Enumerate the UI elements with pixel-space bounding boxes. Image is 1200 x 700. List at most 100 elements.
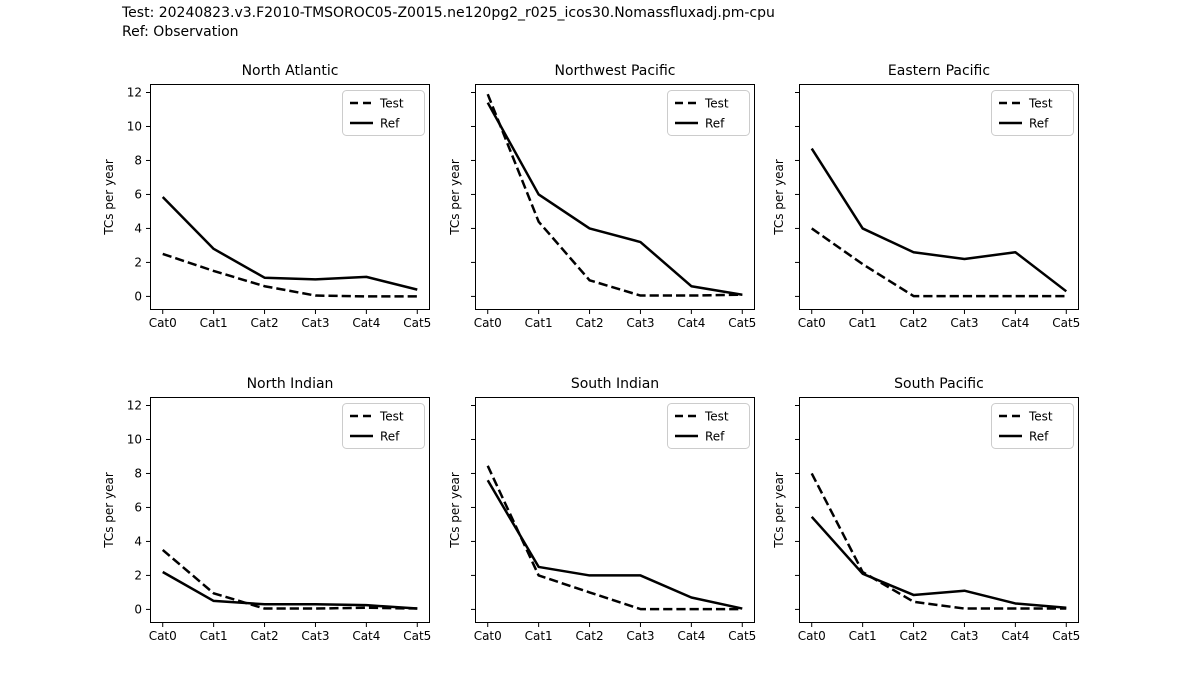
series-test-line [162,252,418,298]
y-tick-label: 8 [134,466,142,480]
plot-northwest-pacific: Cat0 Cat1 Cat2 Cat3 Cat4 Cat5 Northwest Pacifi… [448,63,756,330]
x-tick-label: Cat0 [474,316,502,330]
subplot-title: North Atlantic [242,63,339,79]
legend-label-test: Test [704,410,729,424]
x-tick-label: Cat2 [251,316,279,330]
x-tick-label: Cat5 [403,316,431,330]
x-tick-label: Cat1 [525,629,553,643]
y-axis-label: TCs per year [772,159,786,236]
x-tick-label: Cat0 [798,629,826,643]
y-axis-label: TCs per year [448,472,462,549]
figure-title-test-line: Test: 20240823.v3.F2010-TMSOROC05-Z0015.… [122,5,775,21]
legend: Test Ref [667,90,750,136]
legend: Test Ref [991,403,1074,449]
legend: Test Ref [342,90,425,136]
legend: Test Ref [991,90,1074,136]
legend: Test Ref [667,403,750,449]
series-test-line [810,472,1067,610]
subplot-title: Northwest Pacific [555,63,676,79]
x-tick-label: Cat5 [1052,629,1080,643]
x-tick-label: Cat2 [576,629,604,643]
figure-title: Test: 20240823.v3.F2010-TMSOROC05-Z0015.… [122,4,775,41]
x-tick-label: Cat0 [149,629,177,643]
series-ref-line [810,515,1067,609]
plot-south-indian: Cat0 Cat1 Cat2 Cat3 Cat4 Cat5 South Indian TCs … [448,376,756,643]
y-axis-label: TCs per year [102,472,116,549]
y-tick-label: 6 [134,187,142,201]
x-tick-label: Cat1 [849,629,877,643]
x-tick-label: Cat1 [200,316,228,330]
series-ref-line [486,102,743,296]
axis-box [799,84,1079,310]
legend-label-test: Test [379,97,404,111]
legend-label-ref: Ref [705,430,725,444]
y-axis-label: TCs per year [102,159,116,236]
x-tick-label: Cat1 [525,316,553,330]
plot-south-pacific: Cat0 Cat1 Cat2 Cat3 Cat4 Cat5 South Pacific TCs… [772,376,1080,643]
series-ref-line [486,479,743,610]
x-tick-label: Cat3 [626,629,654,643]
subplot-title: South Pacific [894,376,984,392]
x-tick-label: Cat4 [1001,316,1029,330]
x-tick-label: Cat4 [1001,629,1029,643]
series-ref-line [161,196,418,291]
subplot-north-indian: 0 2 4 6 8 10 12 Cat0 Cat1 Cat2 Cat3 Cat4 Cat5 North I… [102,376,431,643]
y-tick-label: 4 [134,534,142,548]
subplot-northwest-pacific: Cat0 Cat1 Cat2 Cat3 Cat4 Cat5 Northwest Pacifi… [448,63,756,330]
y-tick-label: 10 [127,119,142,133]
series-ref-line [162,570,418,610]
legend-label-test: Test [1028,97,1053,111]
x-tick-label: Cat4 [352,629,380,643]
axis-box [799,397,1079,623]
y-tick-label: 0 [134,289,142,303]
x-tick-label: Cat5 [728,316,756,330]
legend-label-ref: Ref [705,117,725,131]
subplot-title: North Indian [247,376,334,392]
y-tick-label: 0 [134,602,142,616]
series-test-line [161,548,418,610]
x-tick-label: Cat0 [149,316,177,330]
x-tick-label: Cat5 [1052,316,1080,330]
legend-label-test: Test [379,410,404,424]
y-tick-label: 6 [134,500,142,514]
x-tick-label: Cat3 [950,629,978,643]
x-tick-label: Cat3 [301,316,329,330]
x-tick-label: Cat4 [677,316,705,330]
subplot-south-pacific: Cat0 Cat1 Cat2 Cat3 Cat4 Cat5 South Pacific TCs… [772,376,1080,643]
y-axis-label: TCs per year [448,159,462,236]
subplot-title: Eastern Pacific [888,63,990,79]
x-tick-label: Cat0 [474,629,502,643]
x-tick-label: Cat0 [798,316,826,330]
axis-box [475,397,755,623]
y-tick-label: 10 [127,432,142,446]
y-tick-label: 2 [134,568,142,582]
subplot-title: South Indian [571,376,659,392]
series-ref-line [810,147,1068,293]
y-tick-label: 8 [134,153,142,167]
x-tick-label: Cat3 [626,316,654,330]
axis-box [150,84,430,310]
legend-label-test: Test [704,97,729,111]
x-tick-label: Cat2 [576,316,604,330]
series-test-line [486,93,743,297]
series-test-line [486,465,743,611]
x-tick-label: Cat2 [900,629,928,643]
legend-label-ref: Ref [380,430,400,444]
y-tick-label: 12 [127,85,142,99]
plot-north-indian: 0 2 4 6 8 10 12 Cat0 Cat1 Cat2 Cat3 Cat4 Cat5 North I… [102,376,431,643]
y-tick-label: 12 [127,398,142,412]
legend-label-ref: Ref [1029,117,1049,131]
x-tick-label: Cat3 [301,629,329,643]
x-tick-label: Cat1 [849,316,877,330]
subplot-south-indian: Cat0 Cat1 Cat2 Cat3 Cat4 Cat5 South Indian TCs … [448,376,756,643]
y-tick-label: 4 [134,221,142,235]
subplot-eastern-pacific: Cat0 Cat1 Cat2 Cat3 Cat4 Cat5 Eastern Pacific T… [772,63,1080,330]
x-tick-label: Cat2 [900,316,928,330]
x-tick-label: Cat2 [251,629,279,643]
y-tick-label: 2 [134,255,142,269]
x-tick-label: Cat1 [200,629,228,643]
x-tick-label: Cat4 [352,316,380,330]
series-test-line [811,227,1067,298]
